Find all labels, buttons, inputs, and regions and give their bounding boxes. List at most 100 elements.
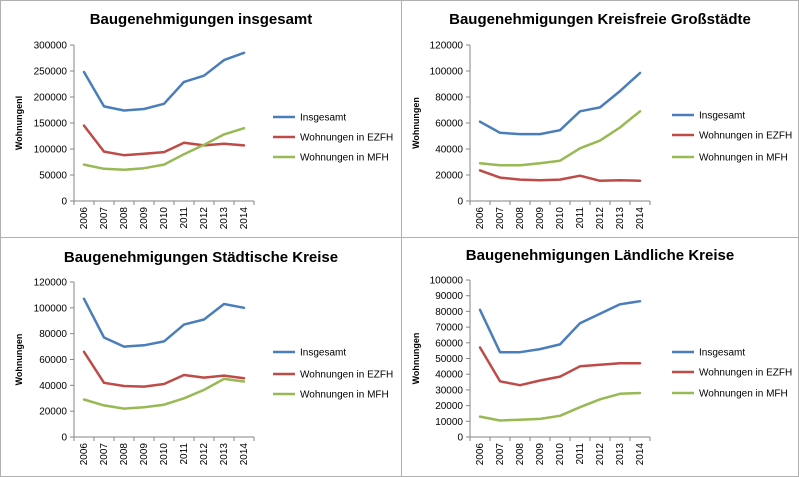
legend-label: Wohnungen in EZFH [300,133,393,144]
x-tick-label: 2011 [575,207,586,229]
y-tick-label: 50000 [39,171,67,182]
legend-label: Wohnungen in MFH [300,390,389,401]
y-tick-label: 200000 [34,93,68,104]
legend-label: Wohnungen in MFH [300,153,389,164]
chart-panel-laendliche-kreise: Baugenehmigungen Ländliche Kreise Wohnung… [401,237,799,477]
y-tick-label: 150000 [34,119,68,130]
x-tick-label: 2012 [595,207,606,230]
x-tick-label: 2009 [535,443,546,466]
legend-label: Insgesamt [699,111,745,122]
x-tick-label: 2010 [159,207,170,230]
y-tick-label: 100000 [34,145,68,156]
x-tick-label: 2011 [575,443,586,465]
x-tick-label: 2008 [515,443,526,466]
y-tick-label: 60000 [435,338,463,349]
chart-title: Baugenehmigungen Kreisfreie Großstädte [449,11,751,28]
x-tick-label: 2007 [99,443,110,466]
y-tick-label: 30000 [435,385,463,396]
series-line-1 [478,169,642,183]
legend-label: Insgesamt [699,348,745,359]
series-line-0 [478,299,642,354]
y-tick-label: 120000 [34,278,68,289]
series-line-2 [478,391,642,422]
chart-panel-gesamt: Baugenehmigungen insgesamt Wohnungenl 0 500… [0,0,402,238]
y-tick-label: 60000 [435,119,463,130]
series-line-1 [82,124,246,157]
y-axis-label: Wohnungen [411,97,421,149]
y-tick-label: 100000 [430,276,464,287]
y-tick-label: 0 [61,197,67,208]
x-tick-label: 2009 [535,207,546,230]
x-tick-label: 2013 [615,207,626,230]
y-tick-label: 50000 [435,354,463,365]
line-chart: Baugenehmigungen Kreisfreie Großstädte Wo… [411,11,792,230]
series-line-2 [82,377,246,410]
y-tick-label: 80000 [435,307,463,318]
chart-title: Baugenehmigungen Städtische Kreise [64,249,338,266]
legend-label: Insgesamt [300,348,346,359]
x-tick-label: 2006 [475,443,486,466]
x-tick-label: 2008 [119,443,130,466]
x-tick-label: 2007 [99,207,110,230]
chart-title: Baugenehmigungen insgesamt [90,11,313,28]
series-line-2 [478,110,642,167]
y-tick-label: 0 [457,433,463,444]
y-axis-label: Wohnungen [411,333,421,385]
chart-panel-staedtische-kreise: Baugenehmigungen Städtische Kreise Wohnun… [0,237,402,477]
x-tick-label: 2014 [635,207,646,230]
x-tick-label: 2012 [199,207,210,230]
x-tick-label: 2013 [615,443,626,466]
y-tick-label: 40000 [39,381,67,392]
x-tick-label: 2012 [595,443,606,466]
legend-label: Wohnungen in EZFH [699,368,792,379]
line-chart: Baugenehmigungen insgesamt Wohnungenl 0 500… [14,11,393,230]
x-tick-label: 2007 [495,207,506,230]
series-line-0 [478,71,642,136]
x-tick-label: 2010 [555,207,566,230]
y-tick-label: 100000 [34,303,68,314]
y-tick-label: 100000 [430,67,464,78]
series-line-0 [82,297,246,348]
x-tick-label: 2006 [475,207,486,230]
y-tick-label: 300000 [34,41,68,52]
y-axis-label: Wohnungen [14,334,24,386]
x-tick-label: 2006 [79,443,90,466]
x-tick-label: 2014 [239,207,250,230]
x-tick-label: 2011 [179,443,190,465]
y-tick-label: 80000 [435,93,463,104]
x-tick-label: 2010 [555,443,566,466]
legend-label: Wohnungen in MFH [699,389,788,400]
x-tick-label: 2012 [199,443,210,466]
y-tick-label: 60000 [39,355,67,366]
y-tick-label: 80000 [39,329,67,340]
y-tick-label: 40000 [435,145,463,156]
y-tick-label: 20000 [435,401,463,412]
x-tick-label: 2008 [119,207,130,230]
x-tick-label: 2009 [139,207,150,230]
chart-title: Baugenehmigungen Ländliche Kreise [466,247,734,264]
y-tick-label: 0 [61,433,67,444]
y-tick-label: 40000 [435,370,463,381]
x-tick-label: 2006 [79,207,90,230]
line-chart: Baugenehmigungen Ländliche Kreise Wohnung… [411,247,792,466]
x-tick-label: 2013 [219,443,230,466]
x-tick-label: 2008 [515,207,526,230]
y-tick-label: 10000 [435,417,463,428]
x-tick-label: 2013 [219,207,230,230]
x-tick-label: 2009 [139,443,150,466]
legend-label: Wohnungen in EZFH [699,131,792,142]
x-tick-label: 2011 [179,207,190,229]
legend-label: Wohnungen in MFH [699,153,788,164]
line-chart: Baugenehmigungen Städtische Kreise Wohnun… [14,249,393,466]
x-tick-label: 2014 [239,443,250,466]
legend-label: Insgesamt [300,113,346,124]
legend-label: Wohnungen in EZFH [300,370,393,381]
series-line-2 [82,126,246,172]
y-tick-label: 90000 [435,291,463,302]
y-tick-label: 0 [457,197,463,208]
y-tick-label: 70000 [435,323,463,334]
y-tick-label: 120000 [430,41,464,52]
y-axis-label: Wohnungenl [14,96,24,150]
series-line-1 [82,350,246,388]
y-tick-label: 20000 [39,407,67,418]
